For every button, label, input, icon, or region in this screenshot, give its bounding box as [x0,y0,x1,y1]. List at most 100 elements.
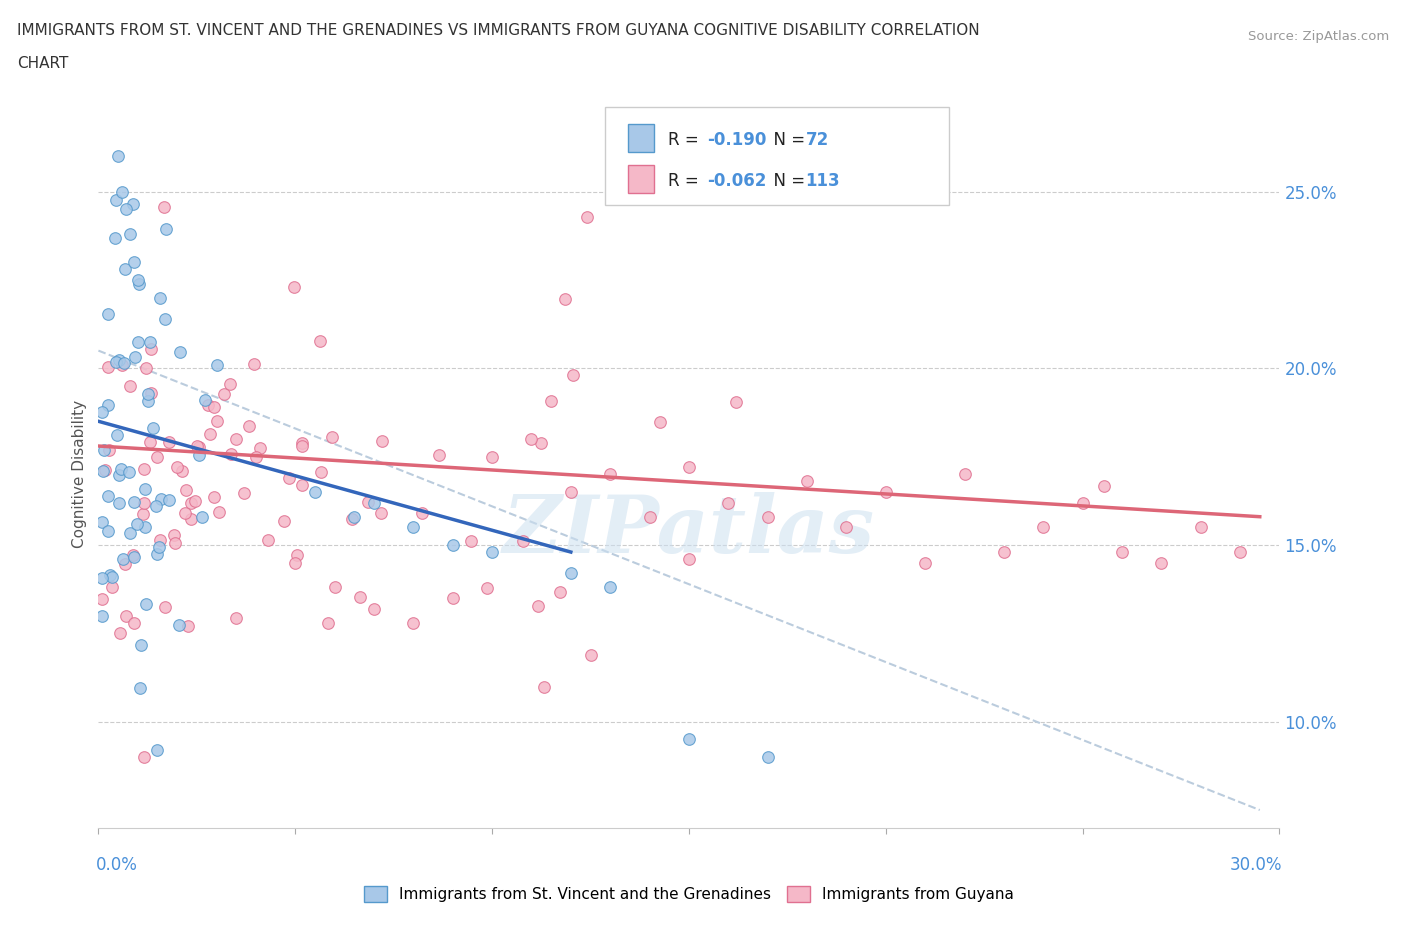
Point [520,432,543,446]
Point [208,505,231,520]
Point [554,292,576,307]
Point [285,547,308,562]
Point [148,291,170,306]
Point [291,477,314,492]
Point [167,618,190,632]
Point [193,392,215,407]
Point [323,580,346,595]
Point [98,567,121,582]
Point [993,545,1015,560]
Point [118,379,141,393]
Point [93,463,115,478]
Point [166,459,188,474]
Point [561,367,583,382]
Point [97,443,120,458]
Point [93,443,115,458]
Point [548,585,571,600]
Point [97,398,120,413]
Text: Source: ZipAtlas.com: Source: ZipAtlas.com [1249,30,1389,43]
Point [91,405,114,419]
Point [197,398,219,413]
Point [122,547,145,562]
Point [108,496,131,511]
Point [104,231,127,246]
Point [135,596,157,611]
Point [207,358,229,373]
Point [599,580,621,595]
Point [155,222,177,237]
Point [650,415,672,430]
Point [111,358,134,373]
Point [180,496,202,511]
Point [157,493,180,508]
Point [187,440,209,455]
Point [402,520,425,535]
Point [363,601,385,616]
Point [914,555,936,570]
Point [146,547,169,562]
Point [530,436,553,451]
Point [122,616,145,631]
Point [475,581,498,596]
Point [1071,495,1094,510]
Point [101,579,124,594]
Point [599,467,621,482]
Point [245,449,267,464]
Point [370,434,392,449]
Point [225,611,247,626]
Point [157,435,180,450]
Point [198,427,221,442]
Y-axis label: Cognitive Disability: Cognitive Disability [72,400,87,549]
Text: ZIPatlas: ZIPatlas [503,492,875,569]
Point [145,498,167,513]
Point [225,432,247,446]
Point [177,618,200,633]
Point [202,400,225,415]
Point [560,565,582,580]
Text: R =: R = [668,171,704,190]
Point [1092,479,1115,494]
Point [309,333,332,348]
Point [174,506,197,521]
Point [560,485,582,499]
Point [527,599,550,614]
Point [242,356,264,371]
Point [257,533,280,548]
Point [91,515,114,530]
Point [110,461,132,476]
Point [363,495,385,510]
Point [1032,520,1054,535]
Point [678,551,700,566]
Point [441,538,464,552]
Point [411,506,433,521]
Point [219,446,242,461]
Point [148,539,170,554]
Point [132,496,155,511]
Point [97,524,120,538]
Point [139,434,162,449]
Text: -0.062: -0.062 [707,171,766,190]
Point [139,335,162,350]
Point [219,377,242,392]
Point [1229,545,1251,560]
Point [122,495,145,510]
Point [136,386,159,401]
Point [108,352,131,367]
Text: CHART: CHART [17,56,69,71]
Point [134,519,156,534]
Point [149,492,172,507]
Point [284,555,307,570]
Point [131,638,153,653]
Point [441,591,464,605]
Point [91,591,114,606]
Point [186,439,208,454]
Point [134,462,156,477]
Text: R =: R = [668,131,704,149]
Point [512,533,534,548]
Point [1189,520,1212,535]
Point [108,626,131,641]
Point [153,200,176,215]
Point [122,550,145,565]
Point [139,386,162,401]
Point [105,354,128,369]
